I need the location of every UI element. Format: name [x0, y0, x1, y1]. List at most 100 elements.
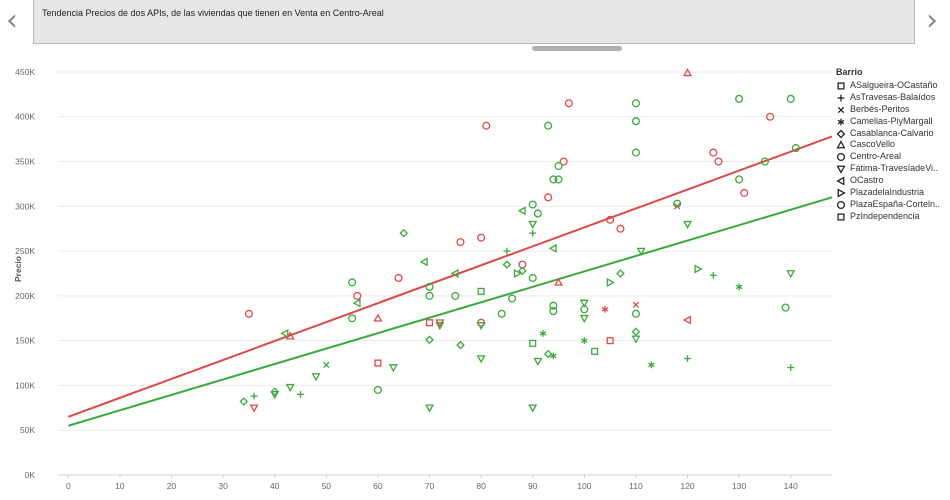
- diamond-icon: [836, 129, 846, 138]
- legend-marker: [837, 188, 846, 198]
- legend-item[interactable]: PlazaEspaña-Corteln..: [836, 199, 946, 211]
- legend-label: PzIndependencia: [850, 210, 920, 221]
- data-point: [435, 322, 445, 331]
- data-point: [249, 404, 259, 413]
- x-tick-label: 70: [425, 481, 435, 491]
- asterisk-icon: [837, 118, 845, 126]
- legend-item[interactable]: Casablanca-Calvario: [836, 128, 946, 140]
- data-point: [476, 322, 486, 331]
- y-tick-label: 350K: [15, 157, 35, 167]
- data-point: [513, 268, 522, 278]
- legend-marker: [836, 165, 846, 174]
- data-point: [579, 299, 589, 308]
- data-point: [529, 229, 537, 237]
- y-tick-label: 150K: [15, 336, 35, 346]
- x-tick-label: 20: [167, 481, 177, 491]
- legend-item[interactable]: Fátima-TravesíadeVi..: [836, 163, 946, 175]
- data-point: [766, 112, 775, 121]
- data-point: [601, 305, 609, 313]
- x-tick-label: 140: [784, 481, 798, 491]
- data-point: [550, 352, 557, 360]
- trend-green-line: [68, 196, 833, 427]
- legend-item[interactable]: CascoVello: [836, 139, 946, 151]
- caption-scrollbar[interactable]: [532, 46, 622, 51]
- legend-marker: [837, 213, 845, 221]
- data-point: [781, 303, 790, 312]
- data-point: [323, 361, 330, 369]
- data-point: [694, 264, 703, 274]
- legend-item[interactable]: Centro-Areal: [836, 151, 946, 163]
- x-tick-label: 30: [218, 481, 228, 491]
- legend-label: Casablanca-Calvario: [850, 127, 934, 138]
- legend-item[interactable]: PlazadelaIndustria: [836, 187, 946, 199]
- legend-label: OCastro: [850, 175, 884, 186]
- data-point: [631, 148, 640, 157]
- data-point: [714, 157, 723, 166]
- data-point: [606, 337, 614, 345]
- data-point: [673, 199, 682, 208]
- legend-item[interactable]: OCastro: [836, 175, 946, 187]
- data-point: [709, 148, 718, 157]
- legend-label: Camelias-PiyMargall: [850, 115, 933, 126]
- data-point: [648, 361, 655, 369]
- data-point: [606, 277, 615, 287]
- data-point: [270, 391, 280, 400]
- data-point: [450, 268, 459, 278]
- data-point: [549, 175, 558, 184]
- legend-marker: [836, 153, 846, 162]
- data-point: [528, 200, 537, 209]
- data-point: [549, 301, 558, 310]
- chevron-left-icon[interactable]: ‹: [6, 3, 18, 38]
- data-point: [311, 373, 321, 382]
- data-point: [786, 94, 795, 103]
- x-tick-label: 120: [680, 481, 694, 491]
- story-caption-box: Tendencia Precios de dos APIs, de las vi…: [33, 0, 915, 44]
- y-tick-label: 50K: [20, 425, 35, 435]
- data-point: [631, 335, 641, 344]
- data-point: [476, 355, 486, 364]
- legend-marker: [836, 129, 846, 138]
- data-point: [528, 404, 538, 413]
- data-point: [559, 157, 568, 166]
- data-point: [539, 330, 547, 337]
- data-point: [787, 364, 795, 371]
- x-tick-label: 60: [373, 481, 383, 491]
- data-point: [477, 233, 486, 242]
- x-tick-label: 0: [66, 481, 71, 491]
- data-point: [579, 314, 589, 323]
- circle-icon: [836, 200, 846, 209]
- legend-label: PlazaEspaña-Corteln..: [850, 198, 941, 209]
- legend-item[interactable]: AsTravesas-Balaídos: [836, 92, 946, 104]
- data-point: [508, 294, 517, 303]
- legend-item[interactable]: Berbés-Peritos: [836, 104, 946, 116]
- legend-marker: [836, 176, 845, 186]
- data-point: [554, 175, 563, 184]
- data-point: [533, 357, 543, 366]
- x-tick-label: 50: [322, 481, 332, 491]
- y-tick-label: 400K: [15, 112, 35, 122]
- data-point: [394, 273, 403, 283]
- legend: Barrio ASalgueira-OCastaño AsTravesas-Bal…: [836, 66, 946, 223]
- data-point: [425, 335, 434, 345]
- data-point: [683, 68, 693, 77]
- data-point: [528, 273, 537, 283]
- legend-item[interactable]: PzIndependencia: [836, 211, 946, 223]
- data-point: [270, 387, 280, 397]
- cross-icon: [837, 106, 845, 113]
- data-point: [735, 94, 744, 103]
- chevron-right-icon[interactable]: ›: [926, 3, 938, 38]
- data-point: [631, 117, 640, 126]
- data-point: [239, 397, 249, 406]
- plus-icon: [837, 94, 845, 102]
- data-point: [250, 392, 258, 400]
- data-point: [591, 347, 599, 355]
- data-point: [244, 309, 253, 318]
- data-point: [348, 278, 357, 287]
- data-point: [580, 305, 589, 314]
- legend-label: PlazadelaIndustria: [850, 187, 925, 198]
- legend-item[interactable]: Camelias-PiyMargall: [836, 116, 946, 128]
- legend-item[interactable]: ASalgueira-OCastaño: [836, 80, 946, 92]
- data-point: [352, 298, 361, 308]
- square-icon: [837, 82, 845, 90]
- data-point: [497, 309, 506, 318]
